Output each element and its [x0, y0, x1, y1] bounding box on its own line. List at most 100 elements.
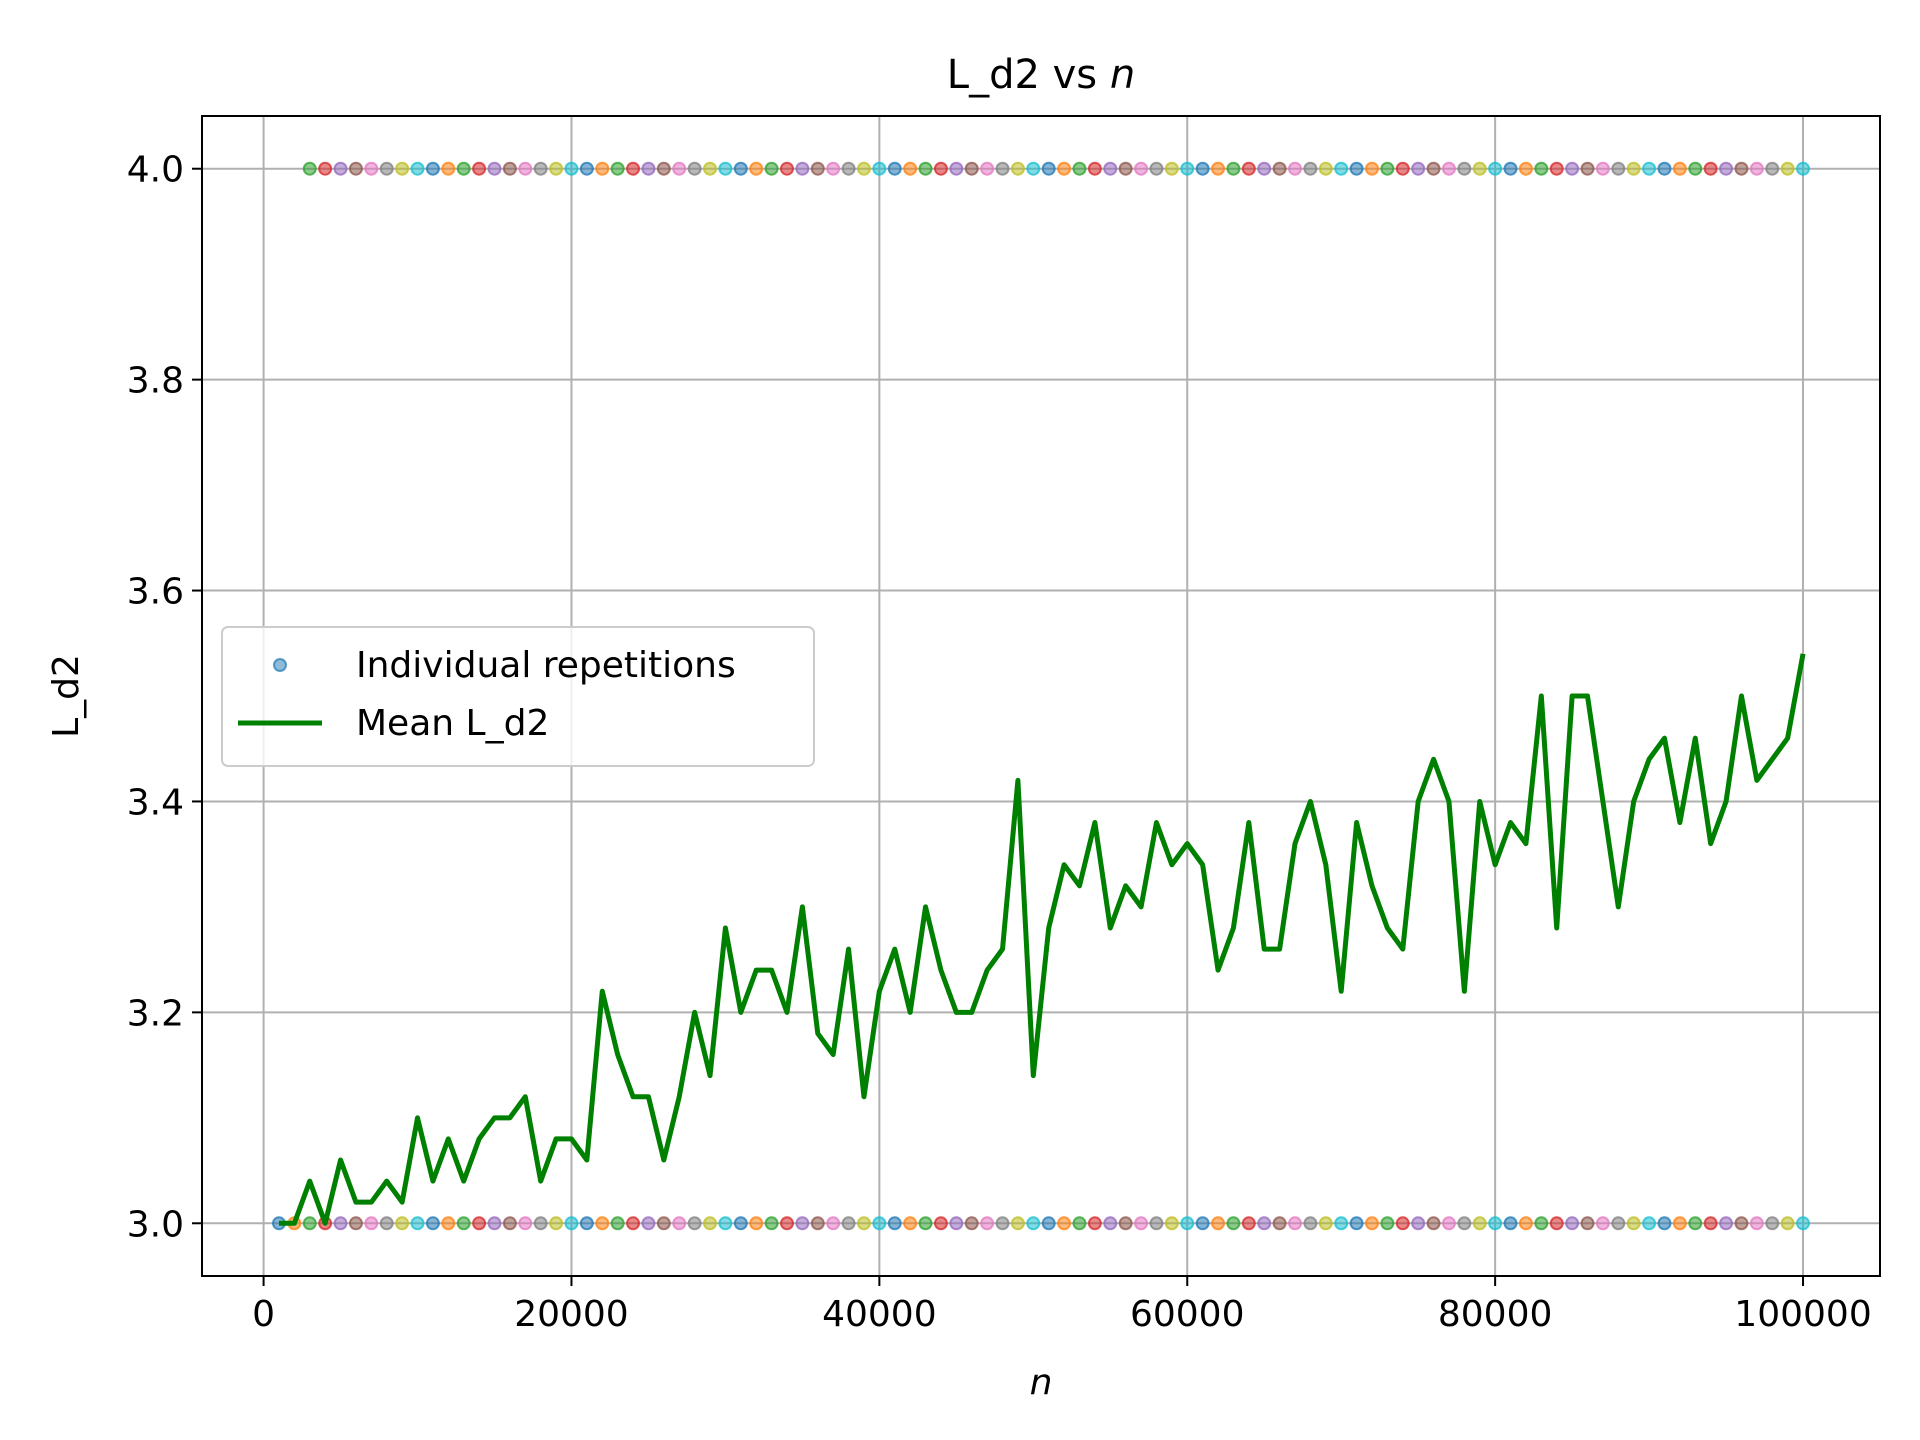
repetition-point	[1257, 161, 1272, 176]
repetition-point	[1472, 1216, 1487, 1231]
repetition-point	[1364, 161, 1379, 176]
repetition-point	[1580, 1216, 1595, 1231]
x-axis-label: n	[1030, 1362, 1053, 1403]
repetition-point	[718, 161, 733, 176]
repetition-point	[364, 1216, 379, 1231]
repetition-point	[1395, 1216, 1410, 1231]
repetition-point	[887, 161, 902, 176]
x-tick-label: 20000	[514, 1294, 629, 1335]
repetition-point	[1103, 1216, 1118, 1231]
repetition-point	[1765, 161, 1780, 176]
y-tick-label: 4.0	[127, 150, 184, 191]
repetition-point	[533, 1216, 548, 1231]
repetition-point	[579, 1216, 594, 1231]
repetition-point	[810, 1216, 825, 1231]
repetition-point	[1688, 1216, 1703, 1231]
repetition-point	[502, 1216, 517, 1231]
repetition-point	[1180, 161, 1195, 176]
y-axis-ticks: 3.0 3.2 3.4 3.6 3.8 4.0	[127, 150, 202, 1245]
repetition-point	[841, 1216, 856, 1231]
repetition-point	[1426, 1216, 1441, 1231]
x-tick-label: 0	[252, 1294, 275, 1335]
repetition-point	[1164, 161, 1179, 176]
repetition-point	[1395, 161, 1410, 176]
legend-label-individual-repetitions: Individual repetitions	[356, 645, 736, 686]
repetition-point	[1010, 161, 1025, 176]
repetition-point	[1149, 161, 1164, 176]
y-tick-label: 3.8	[127, 361, 184, 402]
repetition-point	[1441, 1216, 1456, 1231]
repetition-point	[1549, 161, 1564, 176]
repetition-point	[1534, 1216, 1549, 1231]
repetition-point	[1118, 1216, 1133, 1231]
repetition-point	[872, 1216, 887, 1231]
repetition-point	[887, 1216, 902, 1231]
repetition-point	[1626, 1216, 1641, 1231]
repetition-point	[333, 1216, 348, 1231]
mean-line-layer	[278, 653, 1806, 1226]
repetition-point	[856, 161, 871, 176]
legend-marker-individual-repetitions	[273, 658, 287, 672]
repetition-point	[672, 1216, 687, 1231]
repetition-point	[1503, 161, 1518, 176]
repetition-point	[1211, 161, 1226, 176]
repetition-point	[1518, 161, 1533, 176]
repetition-point	[410, 161, 425, 176]
repetition-point	[518, 1216, 533, 1231]
repetition-point	[779, 161, 794, 176]
repetition-point	[1765, 1216, 1780, 1231]
repetition-point	[1118, 161, 1133, 176]
repetition-point	[1288, 1216, 1303, 1231]
repetition-point	[456, 1216, 471, 1231]
repetition-point	[810, 161, 825, 176]
repetition-point	[964, 1216, 979, 1231]
x-tick-label: 100000	[1734, 1294, 1871, 1335]
repetition-point	[379, 1216, 394, 1231]
repetition-point	[302, 161, 317, 176]
repetition-point	[333, 161, 348, 176]
repetition-point	[1534, 161, 1549, 176]
repetition-point	[1611, 1216, 1626, 1231]
repetition-point	[626, 1216, 641, 1231]
repetition-point	[1580, 161, 1595, 176]
x-tick-label: 80000	[1438, 1294, 1553, 1335]
repetition-point	[1380, 1216, 1395, 1231]
repetition-point	[348, 161, 363, 176]
repetition-point	[995, 161, 1010, 176]
repetition-point	[379, 161, 394, 176]
chart-title: L_d2 vs n	[947, 52, 1135, 98]
repetition-point	[903, 1216, 918, 1231]
repetition-point	[1211, 1216, 1226, 1231]
repetition-point	[733, 1216, 748, 1231]
repetition-point	[1703, 161, 1718, 176]
repetition-point	[364, 161, 379, 176]
repetition-point	[1380, 161, 1395, 176]
repetition-point	[1241, 161, 1256, 176]
y-axis-label: L_d2	[46, 654, 87, 738]
repetition-point	[1226, 161, 1241, 176]
repetition-point	[1134, 1216, 1149, 1231]
repetition-point	[1749, 1216, 1764, 1231]
repetition-point	[1195, 161, 1210, 176]
repetition-point	[1318, 161, 1333, 176]
repetition-point	[687, 161, 702, 176]
repetition-point	[1026, 161, 1041, 176]
repetition-point	[1072, 161, 1087, 176]
plot-area	[202, 116, 1880, 1276]
repetition-point	[456, 161, 471, 176]
repetition-point	[918, 161, 933, 176]
repetition-point	[733, 161, 748, 176]
repetition-point	[903, 161, 918, 176]
repetition-point	[1226, 1216, 1241, 1231]
repetition-point	[1749, 161, 1764, 176]
repetition-point	[1672, 161, 1687, 176]
repetition-point	[656, 161, 671, 176]
repetition-point	[1780, 161, 1795, 176]
repetition-point	[949, 161, 964, 176]
y-tick-label: 3.0	[127, 1204, 184, 1245]
repetition-point	[487, 161, 502, 176]
repetition-point	[472, 1216, 487, 1231]
repetition-point	[949, 1216, 964, 1231]
repetition-point	[564, 161, 579, 176]
